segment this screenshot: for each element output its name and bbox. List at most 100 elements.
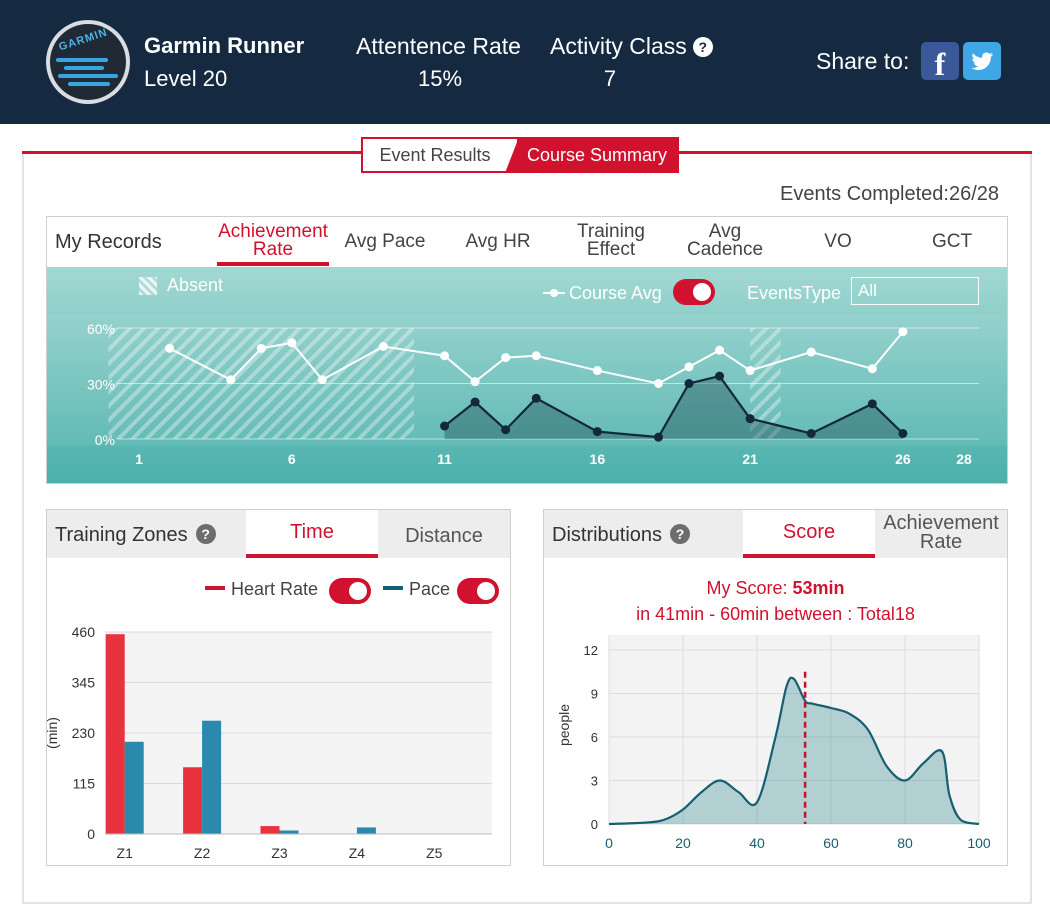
plot-background	[609, 635, 979, 824]
x-tick-label: 11	[437, 451, 452, 467]
x-tick-label: Z4	[349, 845, 366, 861]
tab-time[interactable]: Time	[246, 510, 378, 558]
tab-vo[interactable]: VO	[793, 232, 883, 251]
x-tick-label: Z5	[426, 845, 443, 861]
x-tick-label: Z1	[117, 845, 134, 861]
distribution-area	[609, 677, 979, 824]
attendance-rate-value: 15%	[417, 66, 463, 91]
course-avg-label: Course Avg	[569, 283, 662, 303]
pace-swatch	[383, 586, 403, 590]
distributions-title-text: Distributions	[552, 524, 663, 546]
tab-gct[interactable]: GCT	[907, 232, 997, 251]
y-tick-label: 115	[73, 776, 96, 792]
y-tick-label: 230	[72, 725, 96, 741]
training-zones-title: Training Zones?	[55, 524, 216, 547]
course-avg-legend: Course Avg	[543, 283, 662, 304]
course-avg-point	[653, 379, 663, 388]
heart-rate-swatch	[205, 586, 225, 590]
attendance-rate-label: Attentence Rate	[356, 33, 521, 59]
events-type-label: EventsType	[747, 283, 842, 303]
twitter-icon[interactable]	[963, 42, 1001, 80]
records-chart-area: Absent Course Avg EventsType All 0% 30% 60…	[47, 267, 1007, 483]
logo-wave	[56, 58, 108, 62]
activity-class-text: Activity Class	[550, 33, 687, 59]
avatar[interactable]: GARMIN	[46, 20, 130, 104]
view-tabs: Event Results Course Summary	[361, 137, 679, 173]
course-avg-toggle[interactable]	[673, 279, 715, 305]
y-tick-label: 345	[72, 675, 96, 691]
x-tick-label: 40	[749, 835, 765, 851]
tab-event-results[interactable]: Event Results	[361, 137, 519, 173]
my-rate-point	[501, 425, 511, 435]
tab-course-summary[interactable]: Course Summary	[505, 137, 679, 173]
x-tick-label: 0	[605, 835, 613, 851]
x-tick-label: 26	[895, 451, 911, 467]
logo-wave	[68, 82, 110, 86]
events-type-select[interactable]: All	[851, 277, 979, 305]
y-tick-label: 0	[591, 817, 598, 832]
course-avg-point	[470, 377, 480, 387]
tab-label: Training Effect	[577, 221, 645, 260]
records-line-chart: 0%30%60%1 6 11 16 21 26 28	[47, 315, 1007, 467]
pace-toggle[interactable]	[457, 578, 499, 604]
course-avg-point	[592, 366, 602, 376]
tab-training-effect[interactable]: Training Effect	[561, 221, 661, 260]
distribution-line	[608, 676, 980, 826]
absent-legend-icon	[139, 277, 157, 295]
tab-score[interactable]: Score	[743, 510, 875, 558]
activity-class-label: Activity Class?	[550, 33, 713, 60]
course-avg-point	[806, 347, 816, 357]
course-avg-point	[684, 362, 694, 372]
my-rate-point	[470, 397, 480, 407]
tab-avg-cadence[interactable]: Avg Cadence	[675, 222, 775, 259]
distributions-title: Distributions?	[552, 524, 691, 547]
records-tab-bar: My Records Achievement Rate Avg Pace Avg…	[47, 217, 1007, 267]
tab-avg-hr[interactable]: Avg HR	[453, 231, 543, 252]
training-zones-bar-chart: 0 115 230 345 460 (min) Z1 Z2 Z3 Z4 Z5	[47, 624, 492, 861]
share-label: Share to:	[816, 48, 910, 74]
tab-label: Avg HR	[465, 231, 531, 252]
x-tick-label: 20	[675, 835, 691, 851]
my-rate-point	[745, 414, 755, 424]
tab-achievement-rate[interactable]: Achievement Rate	[217, 221, 329, 260]
y-axis-label: people	[556, 704, 572, 746]
tab-avg-pace[interactable]: Avg Pace	[339, 232, 431, 251]
logo-wave	[64, 66, 104, 70]
events-completed: Events Completed:26/28	[780, 183, 1000, 205]
y-tick-label: 60%	[87, 321, 115, 337]
facebook-icon[interactable]: f	[921, 42, 959, 82]
course-avg-point	[226, 375, 236, 385]
my-rate-area	[444, 376, 903, 439]
help-icon[interactable]: ?	[670, 524, 691, 544]
logo-text: GARMIN	[57, 26, 110, 54]
course-avg-point	[317, 375, 327, 385]
absent-legend-label: Absent	[167, 275, 224, 295]
help-icon[interactable]: ?	[692, 37, 713, 57]
y-tick-label: 0%	[95, 432, 115, 448]
user-level: Level 20	[144, 66, 228, 91]
pace-legend: Pace	[383, 579, 450, 600]
x-tick-label: 16	[590, 451, 606, 467]
tab-achievement-rate[interactable]: Achievement Rate	[883, 512, 999, 553]
course-avg-point	[287, 338, 297, 348]
my-records-panel: My Records Achievement Rate Avg Pace Avg…	[46, 216, 1008, 484]
x-tick-label: 6	[288, 451, 296, 467]
course-avg-point	[531, 351, 541, 361]
my-rate-line	[443, 374, 904, 439]
course-avg-line-icon	[543, 289, 565, 297]
y-tick-label: 460	[72, 624, 96, 640]
x-tick-label: Z2	[194, 845, 211, 861]
top-bar: GARMIN Garmin Runner Level 20 Attentence…	[0, 0, 1050, 124]
tab-distance[interactable]: Distance	[405, 525, 483, 547]
heart-rate-bar	[260, 826, 280, 834]
tab-label: Achievement Rate	[218, 221, 328, 260]
pace-bar	[279, 830, 299, 834]
heart-rate-toggle[interactable]	[329, 578, 371, 604]
my-rate-point	[715, 371, 725, 381]
course-avg-point	[378, 342, 388, 351]
y-tick-label: 6	[591, 730, 598, 745]
course-avg-point	[867, 364, 877, 374]
help-icon[interactable]: ?	[195, 524, 216, 544]
course-avg-point	[256, 343, 266, 353]
training-zones-title-text: Training Zones	[55, 524, 188, 546]
